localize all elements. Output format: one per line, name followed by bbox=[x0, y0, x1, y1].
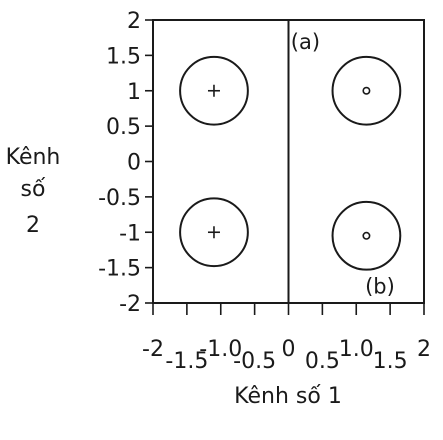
x-tick-label: -2 bbox=[142, 337, 164, 362]
cluster-circle bbox=[331, 55, 402, 126]
y-tick-label: 1 bbox=[127, 80, 141, 105]
cluster-circle bbox=[331, 200, 402, 271]
x-tick-label: 0 bbox=[282, 337, 296, 362]
y-axis-ticks: 2 1.5 1 0.5 0 -0.5 -1 -1.5 -2 bbox=[98, 9, 153, 317]
x-axis-ticks: -2 -1.5-1.0-0.5 0 0.51.01.5 2 bbox=[142, 303, 431, 374]
x-tick-label: 0.5 bbox=[305, 349, 340, 374]
y-tick-label: 1.5 bbox=[106, 44, 141, 69]
y-axis-label-line-1: Kênh bbox=[6, 145, 61, 170]
x-tick-label: -1.0 bbox=[199, 337, 242, 362]
y-tick-label: -2 bbox=[119, 292, 141, 317]
annotation-label: (a) bbox=[291, 30, 320, 54]
plus-marker-icon bbox=[207, 226, 220, 239]
y-tick-label: -0.5 bbox=[98, 186, 141, 211]
small-circle-marker-icon bbox=[362, 231, 371, 240]
x-axis-label: Kênh số 1 bbox=[234, 384, 342, 409]
y-tick-label: -1.5 bbox=[98, 257, 141, 282]
plus-marker-icon bbox=[207, 84, 220, 97]
cluster-circle bbox=[179, 55, 249, 126]
small-circle-marker-icon bbox=[362, 86, 371, 95]
y-tick-label: 2 bbox=[127, 9, 141, 34]
y-axis-label-line-3: 2 bbox=[26, 213, 40, 238]
y-axis-label-line-2: số bbox=[21, 177, 46, 202]
x-tick-label: -1.5 bbox=[165, 349, 208, 374]
annotation-group: (a) (b) bbox=[291, 30, 395, 298]
x-tick-label: -0.5 bbox=[233, 349, 276, 374]
y-tick-label: 0 bbox=[127, 151, 141, 176]
cluster-group bbox=[179, 55, 402, 271]
x-tick-label: 1.0 bbox=[339, 337, 374, 362]
x-tick-label: 1.5 bbox=[373, 349, 408, 374]
x-tick-label: 2 bbox=[417, 337, 431, 362]
cluster-circle bbox=[179, 197, 249, 268]
annotation-label: (b) bbox=[365, 274, 395, 298]
y-tick-label: 0.5 bbox=[106, 115, 141, 140]
y-tick-label: -1 bbox=[119, 221, 141, 246]
